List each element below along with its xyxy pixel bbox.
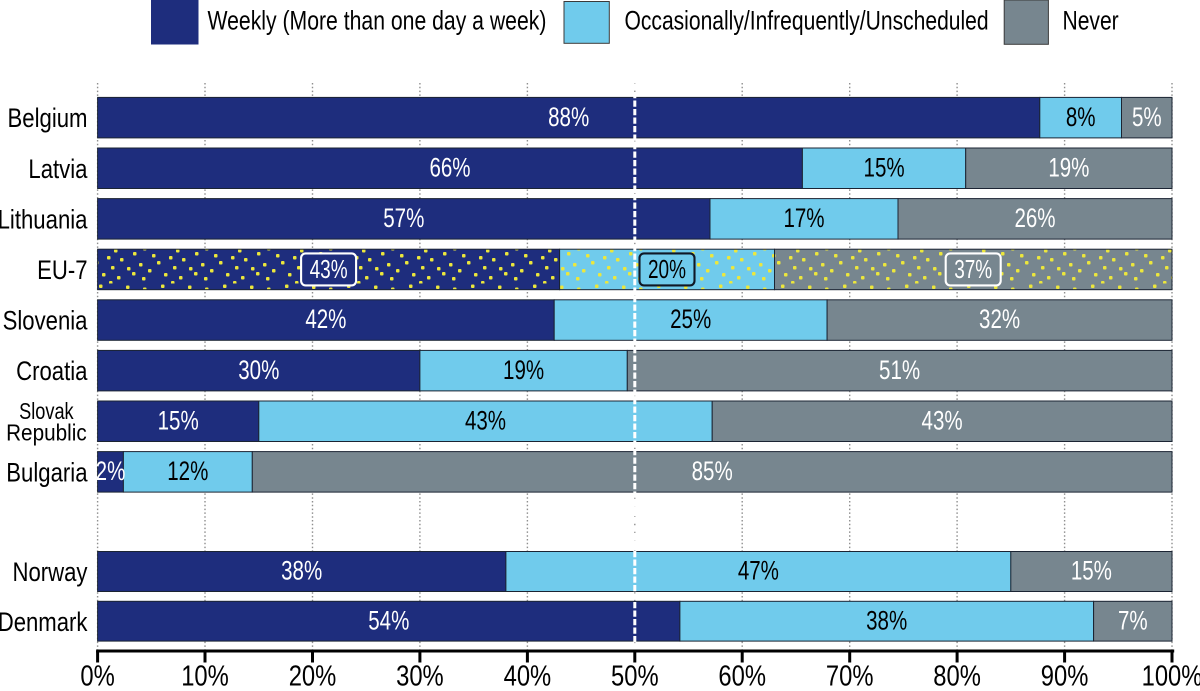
svg-text:Slovak: Slovak — [19, 398, 74, 424]
svg-text:57%: 57% — [383, 203, 424, 233]
svg-text:100%: 100% — [1142, 661, 1200, 686]
svg-text:15%: 15% — [158, 405, 199, 435]
svg-text:26%: 26% — [1014, 203, 1055, 233]
svg-text:Slovenia: Slovenia — [3, 306, 89, 336]
svg-text:Occasionally/Infrequently/Unsc: Occasionally/Infrequently/Unscheduled — [625, 6, 989, 36]
svg-text:38%: 38% — [866, 605, 907, 635]
svg-text:EU-7: EU-7 — [37, 255, 87, 285]
svg-text:50%: 50% — [611, 661, 659, 686]
svg-text:88%: 88% — [548, 102, 589, 132]
svg-text:15%: 15% — [864, 152, 905, 182]
svg-text:90%: 90% — [1041, 661, 1089, 686]
svg-text:Never: Never — [1063, 6, 1119, 36]
svg-text:25%: 25% — [670, 304, 711, 334]
svg-text:40%: 40% — [504, 661, 552, 686]
svg-text:30%: 30% — [396, 661, 444, 686]
svg-text:Norway: Norway — [13, 557, 88, 587]
svg-text:7%: 7% — [1118, 605, 1148, 635]
svg-text:37%: 37% — [954, 254, 992, 284]
svg-text:47%: 47% — [738, 556, 779, 586]
svg-text:43%: 43% — [922, 405, 963, 435]
svg-text:Denmark: Denmark — [0, 607, 88, 637]
svg-text:32%: 32% — [979, 304, 1020, 334]
svg-text:43%: 43% — [465, 405, 506, 435]
svg-text:80%: 80% — [933, 661, 981, 686]
svg-text:Republic: Republic — [6, 420, 87, 446]
svg-text:Weekly (More than one day a we: Weekly (More than one day a week) — [208, 6, 547, 36]
svg-text:Belgium: Belgium — [8, 103, 88, 133]
svg-text:51%: 51% — [879, 355, 920, 385]
svg-text:43%: 43% — [310, 254, 348, 284]
svg-text:70%: 70% — [826, 661, 874, 686]
svg-text:Bulgaria: Bulgaria — [6, 458, 88, 488]
svg-text:15%: 15% — [1071, 556, 1112, 586]
svg-text:Croatia: Croatia — [16, 356, 88, 386]
svg-text:54%: 54% — [368, 605, 409, 635]
svg-text:10%: 10% — [181, 661, 229, 686]
svg-text:38%: 38% — [281, 556, 322, 586]
svg-text:19%: 19% — [1048, 152, 1089, 182]
svg-text:20%: 20% — [289, 661, 337, 686]
svg-text:12%: 12% — [167, 456, 208, 486]
svg-text:20%: 20% — [648, 254, 686, 284]
svg-text:60%: 60% — [718, 661, 766, 686]
svg-text:30%: 30% — [238, 355, 279, 385]
svg-text:2%: 2% — [96, 456, 126, 486]
svg-text:8%: 8% — [1066, 102, 1096, 132]
svg-text:17%: 17% — [783, 203, 824, 233]
svg-text:0%: 0% — [80, 661, 114, 686]
svg-text:85%: 85% — [692, 456, 733, 486]
svg-text:Lithuania: Lithuania — [0, 204, 88, 234]
svg-text:42%: 42% — [305, 304, 346, 334]
svg-text:66%: 66% — [429, 152, 470, 182]
svg-text:Latvia: Latvia — [28, 154, 88, 184]
svg-text:5%: 5% — [1132, 102, 1162, 132]
svg-text:19%: 19% — [503, 355, 544, 385]
